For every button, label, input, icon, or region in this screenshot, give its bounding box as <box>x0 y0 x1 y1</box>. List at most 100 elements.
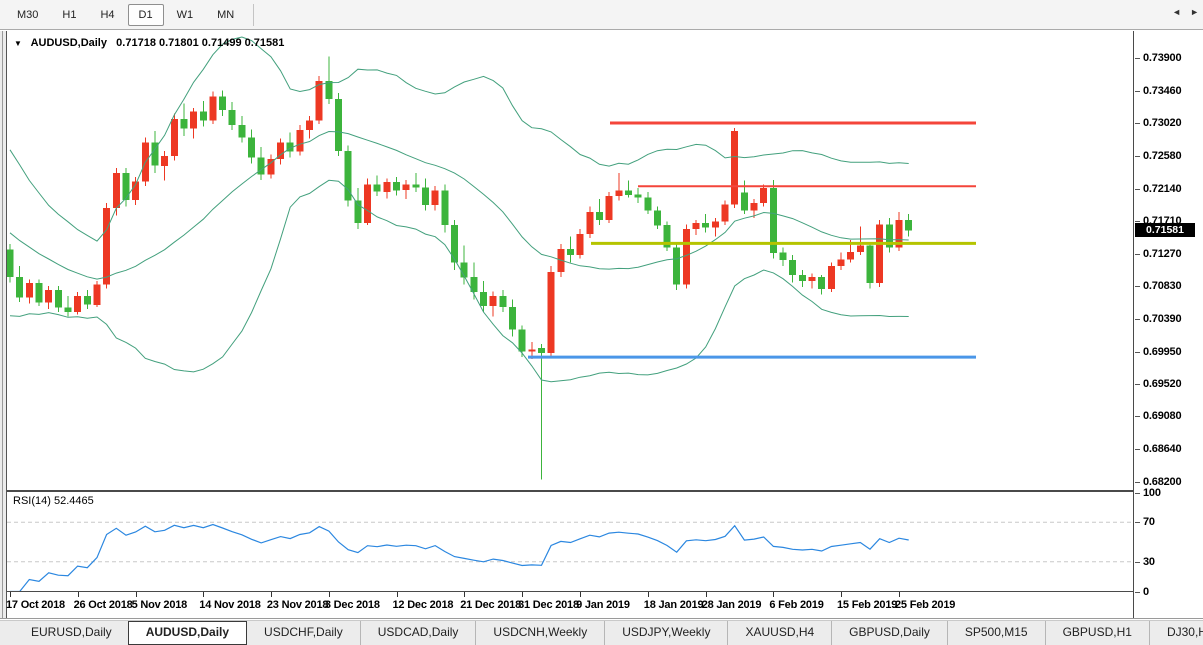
date-tick <box>464 592 466 597</box>
tab-scroll-arrows: ◄ ► <box>1172 7 1199 17</box>
price-tick-label: 0.70390 <box>1143 312 1182 325</box>
tab-scroll-left-button[interactable]: ◄ <box>1172 7 1182 17</box>
date-tick <box>328 592 330 597</box>
rsi-tick-label: 100 <box>1143 486 1161 499</box>
time-axis[interactable]: 17 Oct 2018 26 Oct 2018 5 Nov 2018 14 Nov 2… <box>6 592 1133 618</box>
price-tick <box>1135 220 1140 222</box>
price-tick <box>1135 351 1140 353</box>
price-tick-label: 0.73460 <box>1143 84 1182 97</box>
bollinger-bands-layer <box>9 36 909 383</box>
tab-sp500-m15[interactable]: SP500,M15 <box>946 621 1045 645</box>
rsi-line <box>10 523 909 591</box>
price-tick-label: 0.68640 <box>1143 442 1182 455</box>
tab-audusd-daily[interactable]: AUDUSD,Daily <box>127 621 248 645</box>
rsi-chart-canvas[interactable] <box>7 492 1133 591</box>
price-tick-label: 0.71710 <box>1143 214 1182 227</box>
date-tick-label: 26 Oct 2018 <box>73 599 133 611</box>
tab-scroll-right-button[interactable]: ► <box>1190 7 1199 17</box>
date-tick-label: 25 Feb 2019 <box>895 599 956 611</box>
candles-layer <box>7 56 913 480</box>
timeframe-button-mn[interactable]: MN <box>217 8 235 21</box>
rsi-tick <box>1135 591 1140 593</box>
date-tick <box>705 592 707 597</box>
chart-title-symbol: AUDUSD,Daily <box>30 37 107 49</box>
price-tick <box>1135 318 1140 320</box>
rsi-tick <box>1135 522 1140 524</box>
timeframe-button-h4[interactable]: H4 <box>100 8 115 21</box>
date-tick-label: 17 Oct 2018 <box>6 599 65 611</box>
date-tick <box>270 592 272 597</box>
price-tick-label: 0.69080 <box>1143 410 1182 423</box>
date-tick <box>77 592 79 597</box>
price-tick-label: 0.72580 <box>1143 150 1182 163</box>
rsi-indicator-label: RSI(14) 52.4465 <box>13 495 94 507</box>
window-left-border <box>0 31 7 618</box>
tab-gbpusd-daily[interactable]: GBPUSD,Daily <box>831 621 947 645</box>
current-price-badge: 0.71581 <box>1135 223 1195 238</box>
chart-tabs-bar: EURUSD,Daily AUDUSD,Daily USDCHF,Daily USDC… <box>0 620 1203 645</box>
chart-title-ohlc: 0.71718 0.71801 0.71499 0.71581 <box>116 37 285 49</box>
date-tick <box>203 592 205 597</box>
toolbar-separator <box>253 3 255 26</box>
price-tick <box>1135 383 1140 385</box>
tab-usdcad-daily[interactable]: USDCAD,Daily <box>359 621 476 645</box>
tab-usdchf-daily[interactable]: USDCHF,Daily <box>264 625 343 639</box>
rsi-tick-label: 70 <box>1143 516 1155 529</box>
date-tick <box>396 592 398 597</box>
date-tick <box>773 592 775 597</box>
price-tick <box>1135 481 1140 483</box>
timeframe-toolbar: M30 H1 H4 D1 W1 MN <box>0 0 1203 30</box>
rsi-indicator-panel[interactable]: RSI(14) 52.4465 <box>7 492 1133 592</box>
chart-collapse-icon[interactable]: ▼ <box>14 39 22 48</box>
price-tick <box>1135 286 1140 288</box>
price-tick <box>1135 156 1140 158</box>
tab-usdjpy-weekly[interactable]: USDJPY,Weekly <box>604 621 727 645</box>
price-tick <box>1135 448 1140 450</box>
price-tick <box>1135 123 1140 125</box>
date-tick <box>580 592 582 597</box>
price-chart-canvas[interactable] <box>7 31 1133 490</box>
price-chart-panel[interactable]: ▼ AUDUSD,Daily 0.71718 0.71801 0.71499 0… <box>7 31 1133 492</box>
price-tick <box>1135 58 1140 59</box>
price-tick-label: 0.72140 <box>1143 182 1182 195</box>
status-divider <box>0 618 1203 620</box>
price-tick <box>1135 188 1140 190</box>
date-tick-label: 18 Jan 2019 <box>643 599 704 611</box>
timeframe-buttons: M30 H1 H4 D1 W1 MN <box>6 3 245 26</box>
tab-dj30-h4[interactable]: DJ30,H4 <box>1148 621 1203 645</box>
timeframe-button-m30[interactable]: M30 <box>17 8 39 21</box>
date-tick <box>10 592 11 597</box>
rsi-tick-label: 30 <box>1143 555 1155 568</box>
date-tick-label: 31 Dec 2018 <box>518 599 579 611</box>
date-tick-label: 14 Nov 2018 <box>199 599 261 611</box>
price-tick <box>1135 416 1140 418</box>
timeframe-button-h1[interactable]: H1 <box>62 8 77 21</box>
timeframe-button-w1[interactable]: W1 <box>176 8 194 21</box>
tab-usdcnh-weekly[interactable]: USDCNH,Weekly <box>475 621 604 645</box>
tab-eurusd-daily[interactable]: EURUSD,Daily <box>31 625 112 639</box>
price-tick-label: 0.69520 <box>1143 377 1182 390</box>
tab-xauusd-h4[interactable]: XAUUSD,H4 <box>727 621 831 645</box>
price-axis[interactable]: 0.71581 0.73900 0.73460 0.73020 0.72580 0.72… <box>1133 31 1203 618</box>
date-tick <box>522 592 524 597</box>
timeframe-button-d1[interactable]: D1 <box>127 3 164 26</box>
tab-gbpusd-h1[interactable]: GBPUSD,H1 <box>1044 621 1149 645</box>
date-tick <box>647 592 649 597</box>
date-tick-label: 21 Dec 2018 <box>460 599 521 611</box>
price-tick-label: 0.73020 <box>1143 117 1182 130</box>
rsi-tick <box>1135 492 1140 494</box>
price-tick-label: 0.69950 <box>1143 345 1182 358</box>
rsi-tick-label: 0 <box>1143 585 1149 598</box>
chart-title: ▼ AUDUSD,Daily 0.71718 0.71801 0.71499 0… <box>14 37 284 49</box>
date-tick-label: 12 Dec 2018 <box>392 599 454 611</box>
hline-objects-layer <box>528 121 976 359</box>
date-tick-label: 23 Nov 2018 <box>266 599 329 611</box>
price-tick-label: 0.70830 <box>1143 280 1182 293</box>
price-tick-label: 0.71270 <box>1143 247 1182 260</box>
date-tick-label: 28 Jan 2019 <box>701 599 762 611</box>
rsi-tick <box>1135 561 1140 563</box>
price-tick-label: 0.68200 <box>1143 475 1182 488</box>
date-tick-label: 3 Dec 2018 <box>324 599 380 611</box>
price-tick <box>1135 253 1140 255</box>
